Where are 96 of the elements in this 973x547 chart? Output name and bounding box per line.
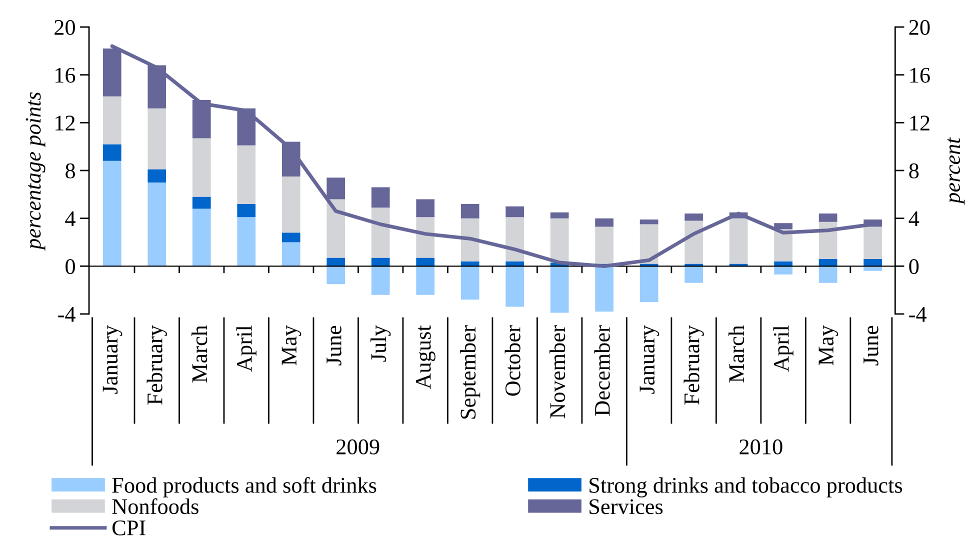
bar [684, 214, 703, 221]
bar [640, 266, 658, 302]
bar [371, 258, 390, 266]
bar [864, 258, 882, 266]
y2-tick-label: 16 [910, 68, 930, 83]
bar [550, 212, 569, 218]
bar [326, 199, 346, 258]
x-tick-label: April [773, 326, 794, 372]
x-tick-label: May [282, 325, 302, 366]
bar [550, 218, 569, 263]
bar [864, 226, 882, 259]
bar [506, 217, 524, 262]
legend-label: Services [590, 499, 663, 514]
bar [506, 266, 524, 307]
y2-tick-label: 0 [909, 259, 919, 274]
bar [237, 217, 256, 266]
legend-label: Food products and soft drinks [112, 476, 376, 498]
y2-tick-label: -4 [909, 307, 927, 322]
x-tick-label: September [460, 325, 480, 419]
bar [237, 145, 256, 204]
bar [416, 266, 435, 295]
bar [595, 218, 614, 227]
y-tick-label: 12 [56, 116, 75, 130]
y-tick-label: -4 [58, 307, 76, 322]
x-tick-label: February [684, 325, 704, 405]
bar [237, 204, 256, 218]
x-tick-label: November [549, 325, 566, 418]
bar [148, 65, 166, 108]
legend-label: Nonfoods [112, 498, 198, 514]
bar [774, 266, 792, 275]
bar [192, 100, 211, 138]
bar [864, 266, 882, 271]
bar [774, 223, 792, 230]
x-tick-label: February [146, 325, 167, 405]
bar [550, 266, 569, 313]
y-tick-label: 8 [66, 163, 75, 178]
x-tick-label: June [864, 326, 878, 366]
bar [148, 108, 166, 170]
bar [416, 258, 435, 266]
y2-tick-label: 12 [910, 116, 930, 130]
bar [192, 208, 211, 266]
bar [326, 258, 346, 266]
bar [102, 160, 122, 266]
bar [148, 169, 166, 182]
bar [595, 266, 614, 312]
x-tick-label: August [416, 325, 436, 390]
bar [326, 178, 346, 200]
y2-axis-title: percent [947, 137, 965, 205]
x-tick-label: April [236, 326, 256, 372]
x-tick-label: May [818, 325, 838, 366]
y-tick-label: 4 [65, 211, 76, 226]
bar [192, 196, 211, 209]
bar [416, 199, 435, 218]
y-tick-label: 16 [56, 68, 76, 83]
bar [595, 226, 614, 264]
text: 2009 [336, 439, 380, 454]
bar [506, 206, 524, 218]
bar [148, 182, 166, 266]
legend-label: Strong drinks and tobacco products [590, 477, 902, 498]
y-axis-title: percentage points [26, 92, 46, 251]
bar [282, 242, 300, 266]
bar [460, 204, 480, 218]
bar [818, 266, 838, 283]
x-tick-label: July [370, 325, 391, 362]
bar [818, 214, 838, 222]
y-tick-label: 20 [54, 20, 75, 35]
y2-tick-label: 20 [909, 20, 930, 35]
bar [282, 232, 300, 242]
y2-tick-label: 8 [909, 163, 919, 178]
bar [282, 176, 300, 233]
x-tick-label: January [102, 325, 122, 394]
x-tick-label: March [192, 325, 208, 382]
bar [684, 266, 703, 283]
x-tick-label: March [728, 325, 744, 382]
bar [371, 266, 390, 295]
bar [237, 108, 256, 146]
bar [326, 266, 346, 284]
bar [371, 187, 390, 208]
bar [640, 220, 658, 224]
y-tick-label: 0 [66, 259, 75, 274]
bar [684, 220, 703, 264]
legend-label: CPI [112, 520, 146, 536]
bar [460, 266, 480, 300]
bar [102, 144, 122, 161]
bar [729, 218, 748, 264]
bar [371, 208, 390, 258]
x-tick-label: June [326, 326, 342, 366]
x-tick-label: October [504, 325, 520, 396]
text: 2010 [740, 439, 782, 454]
x-tick-label: December [594, 325, 610, 416]
bar [102, 96, 122, 144]
bar [460, 218, 480, 262]
x-tick-label: January [640, 325, 660, 394]
bar [192, 138, 211, 197]
bar [416, 217, 435, 258]
y2-tick-label: 4 [908, 211, 920, 226]
